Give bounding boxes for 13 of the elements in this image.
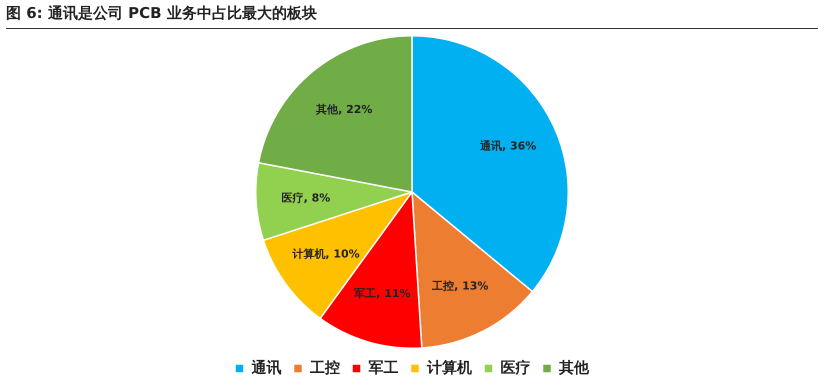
legend-label: 计算机 <box>426 358 472 376</box>
data-label: 工控, 13% <box>431 280 488 293</box>
data-label: 通讯, 36% <box>478 140 536 153</box>
data-label: 其他, 22% <box>315 102 372 116</box>
chart-title: 图 6: 通讯是公司 PCB 业务中占比最大的板块 <box>6 0 818 29</box>
legend-label: 通讯 <box>250 358 282 376</box>
legend-label: 工控 <box>309 358 340 376</box>
legend-label: 军工 <box>368 358 398 376</box>
data-label: 计算机, 10% <box>291 247 360 260</box>
legend-label: 其他 <box>558 358 590 376</box>
data-label: 军工, 11% <box>354 286 411 300</box>
data-label: 医疗, 8% <box>282 192 330 205</box>
legend-label: 医疗 <box>500 358 530 376</box>
